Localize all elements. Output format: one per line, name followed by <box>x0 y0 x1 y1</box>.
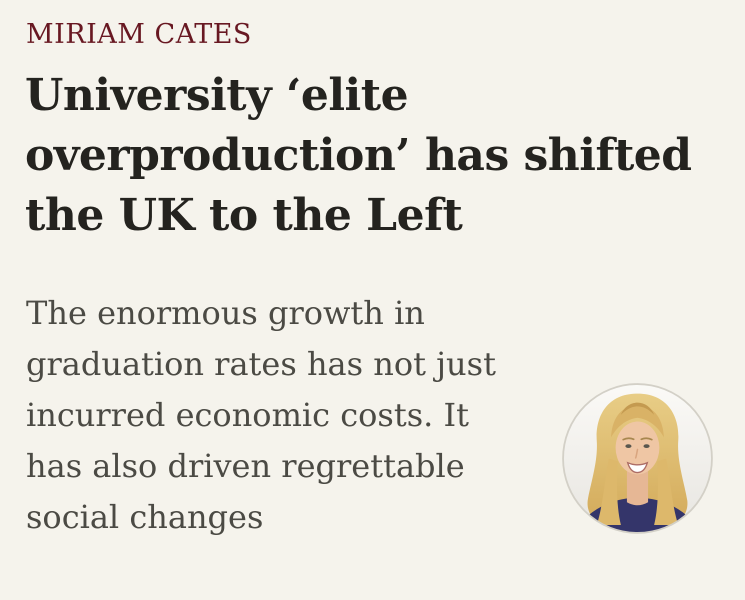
standfirst-line-1: The enormous growth in <box>26 294 425 332</box>
eye-right <box>643 444 650 449</box>
eyebrow-left <box>622 437 635 441</box>
face <box>615 421 660 475</box>
hair-lock-right <box>654 458 679 525</box>
hair-roots <box>620 402 655 415</box>
article-standfirst: The enormous growth in graduation rates … <box>26 288 496 543</box>
standfirst-line-2: graduation rates has not just <box>26 345 496 383</box>
author-avatar[interactable] <box>562 383 713 534</box>
standfirst-line-3: incurred economic costs. It <box>26 396 469 434</box>
headline-line-3: the UK to the Left <box>25 190 463 241</box>
headline-line-1: University ‘elite <box>25 70 409 121</box>
neck <box>626 470 649 506</box>
eyebrow-right <box>640 437 653 441</box>
eye-left <box>625 444 632 449</box>
headline-line-2: overproduction’ has shifted <box>25 130 692 181</box>
standfirst-line-5: social changes <box>26 498 264 536</box>
avatar-ring <box>562 383 713 534</box>
hair-lock-left <box>596 458 621 525</box>
author-portrait-illustration <box>562 383 713 534</box>
hair-fringe <box>611 405 664 438</box>
article-headline: University ‘elite overproduction’ has sh… <box>25 66 692 246</box>
nose <box>634 448 639 459</box>
smile <box>626 461 649 474</box>
author-kicker-link[interactable]: MIRIAM CATES <box>26 19 252 50</box>
standfirst-line-4: has also driven regrettable <box>26 447 465 485</box>
